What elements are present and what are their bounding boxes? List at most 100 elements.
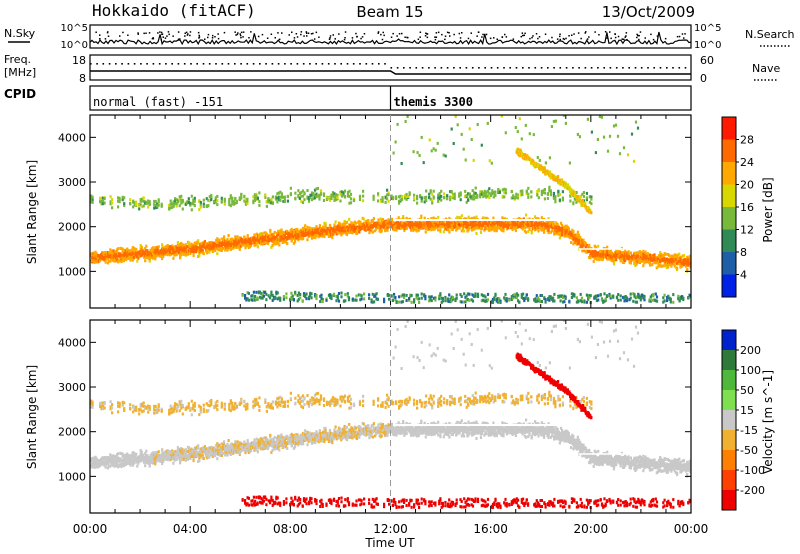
power-cell [129,201,132,205]
power-cell [201,249,204,252]
power-cell [562,180,565,184]
power-cell [462,147,465,151]
power-cell [410,293,413,297]
noise-search-dot [609,31,611,33]
power-cell [371,300,374,304]
power-cell [304,224,307,228]
nave-dot [171,63,173,65]
power-cell [481,298,485,302]
power-cell [523,297,526,301]
power-cell [689,254,691,258]
power-cell [192,247,195,251]
power-cell [176,244,179,247]
power-cell [466,226,469,230]
power-cell [259,235,262,239]
noise-search-dot [614,36,617,39]
power-cell [423,196,426,200]
power-cell [483,216,486,220]
noise-search-dot [626,38,628,41]
power-cell [178,197,181,201]
power-cell [291,297,294,301]
power-cell [385,225,388,229]
power-cell [290,291,293,295]
power-cell [678,262,681,266]
power-cell [543,296,546,300]
power-cell [330,193,333,197]
power-cell [290,227,293,231]
noise-search-dot [434,36,436,38]
power-cell [261,296,264,300]
power-cell [147,199,150,203]
power-cell [460,295,463,298]
power-cell [118,200,121,204]
power-cell [510,295,513,299]
power-cell [433,296,436,300]
power-cell [315,187,318,191]
power-cell [172,204,175,208]
power-cell [431,201,434,205]
noise-search-dot [143,32,145,35]
power-cell [250,298,253,302]
power-cell [160,204,163,208]
power-cell [424,230,427,234]
power-cell [189,201,192,205]
power-cell [327,293,331,297]
power-cell [223,197,226,201]
power-cell [184,243,187,247]
nave-dot [315,63,317,65]
noise-search-dot [683,37,685,39]
power-cell [540,294,543,297]
power-cell [118,259,121,263]
power-cell [474,292,477,296]
power-cell [168,203,171,207]
power-cell [420,292,423,296]
power-cell [451,223,454,227]
power-cell [486,189,489,193]
power-cell [653,253,656,257]
power-cell [590,195,593,199]
power-cell [466,298,470,301]
nave-dot [127,63,130,65]
power-cell [358,223,361,227]
power-cell [540,228,543,232]
power-cell [120,260,123,264]
power-cell [410,222,413,226]
power-cell [558,294,561,298]
power-cell [330,226,333,230]
power-cell [563,300,566,304]
power-cell [459,216,462,220]
noise-search-dot [639,31,642,33]
power-cell [481,220,484,224]
power-cell [307,199,311,203]
power-cell [383,297,386,301]
power-cell [575,300,578,304]
noise-search-dot [505,36,508,38]
power-cell [100,196,103,200]
power-cell [459,224,462,228]
power-cell [650,256,653,260]
power-cell [307,295,311,299]
power-cell [449,300,452,304]
power-cell [166,252,169,256]
power-cell [473,191,476,195]
power-cell [218,238,221,242]
noise-search-dot [441,33,443,36]
power-cell [349,197,353,201]
power-cell [391,298,394,302]
power-cell [277,198,280,202]
power-cell [229,237,232,241]
power-cell [488,196,491,200]
power-cell [604,297,607,301]
power-cell [522,217,525,221]
nave-dot [578,67,580,69]
nave-dot [246,63,249,65]
power-cell [280,192,283,196]
power-cell [460,229,463,233]
power-cell [530,190,533,194]
power-cell [256,296,259,300]
noise-search-dot [559,38,561,41]
power-cell [258,191,261,195]
power-cell [503,187,506,191]
noise-search-dot [329,35,332,37]
